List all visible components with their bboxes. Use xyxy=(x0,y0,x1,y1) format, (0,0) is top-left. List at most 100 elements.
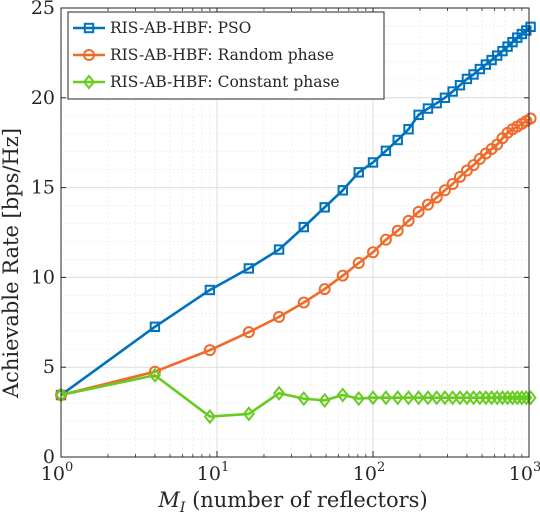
data-point xyxy=(367,157,379,168)
x-tick-label: 103 xyxy=(509,460,540,485)
data-point xyxy=(336,269,349,282)
x-tick-label-exponent: 3 xyxy=(533,460,540,475)
data-point xyxy=(430,191,443,204)
data-point xyxy=(412,205,425,218)
data-point xyxy=(431,97,442,109)
x-tick-label-base: 10 xyxy=(509,463,533,485)
legend-label: RIS-AB-HBF: Random phase xyxy=(110,46,334,64)
data-point xyxy=(524,390,537,406)
data-point xyxy=(367,246,379,259)
y-tick-label: 10 xyxy=(31,266,55,288)
data-point xyxy=(446,178,459,191)
data-point xyxy=(319,202,330,213)
x-tick-label-exponent: 2 xyxy=(377,460,385,475)
legend-entry: RIS-AB-HBF: PSO xyxy=(73,19,251,37)
data-point xyxy=(149,321,161,332)
data-point xyxy=(391,224,404,237)
y-tick-label: 15 xyxy=(31,177,55,199)
data-point xyxy=(438,184,451,197)
data-point xyxy=(515,390,528,406)
data-point xyxy=(421,198,434,211)
series-square xyxy=(55,21,536,401)
data-point xyxy=(352,257,365,270)
data-point xyxy=(506,390,519,406)
data-point xyxy=(520,390,533,406)
data-point xyxy=(379,233,392,246)
series-circle xyxy=(55,112,537,402)
legend-label: RIS-AB-HBF: PSO xyxy=(110,19,251,37)
data-point xyxy=(524,112,537,125)
data-point xyxy=(438,390,451,406)
data-point xyxy=(366,390,380,406)
x-axis-title: MI (number of reflectors) xyxy=(157,488,427,516)
data-point xyxy=(447,86,458,97)
data-point xyxy=(453,170,466,183)
data-point xyxy=(273,244,285,255)
data-point xyxy=(468,69,479,80)
x-tick-label-exponent: 0 xyxy=(65,460,73,475)
data-point xyxy=(203,344,216,357)
x-tick-label-base: 10 xyxy=(41,463,65,485)
data-point xyxy=(297,391,310,407)
data-point xyxy=(412,390,425,406)
data-point xyxy=(392,134,403,146)
data-point xyxy=(242,326,255,339)
x-tick-label-base: 10 xyxy=(197,463,221,485)
data-point xyxy=(243,263,255,274)
data-point xyxy=(525,21,536,33)
data-point xyxy=(379,390,392,406)
x-tick-label: 100 xyxy=(41,460,73,485)
data-point xyxy=(298,221,309,233)
x-tick-label: 102 xyxy=(353,460,385,485)
series-diamond xyxy=(54,367,537,425)
data-point xyxy=(204,284,216,296)
data-point xyxy=(402,390,415,406)
y-tick-label: 25 xyxy=(31,0,55,19)
y-tick-label: 0 xyxy=(43,446,55,468)
data-point xyxy=(421,390,435,406)
data-point xyxy=(380,145,392,156)
legend-box xyxy=(67,11,385,100)
data-point xyxy=(272,385,286,401)
legend-marker xyxy=(83,22,95,34)
data-point xyxy=(352,391,365,407)
data-point xyxy=(496,390,509,406)
series-layer xyxy=(54,21,537,425)
data-point xyxy=(297,296,310,309)
data-point xyxy=(318,283,331,296)
axes-frame xyxy=(60,7,530,458)
legend-marker xyxy=(83,49,95,61)
data-point xyxy=(467,159,480,172)
data-point xyxy=(336,387,349,403)
data-point xyxy=(402,214,415,227)
x-tick-label-exponent: 1 xyxy=(221,460,229,475)
x-tick-label: 101 xyxy=(197,460,229,485)
data-point xyxy=(413,109,424,121)
legend: RIS-AB-HBF: PSO RIS-AB-HBF: Random phase R… xyxy=(67,11,385,100)
x-axis-symbol: M xyxy=(157,488,180,512)
data-point xyxy=(403,124,414,135)
data-point xyxy=(511,390,524,406)
data-point xyxy=(148,367,162,383)
data-point xyxy=(422,103,434,114)
data-point xyxy=(273,310,286,323)
x-tick-label-base: 10 xyxy=(353,463,377,485)
y-tick-label: 5 xyxy=(43,356,55,378)
legend-entry: RIS-AB-HBF: Random phase xyxy=(73,46,334,64)
legend-label: RIS-AB-HBF: Constant phase xyxy=(110,73,340,91)
data-point xyxy=(430,390,443,406)
data-point xyxy=(242,406,255,422)
data-point xyxy=(501,390,514,406)
data-point xyxy=(203,408,216,425)
y-axis-title: Achievable Rate [bps/Hz] xyxy=(0,128,23,399)
data-point xyxy=(353,167,364,178)
legend-entry: RIS-AB-HBF: Constant phase xyxy=(73,73,340,91)
legend-marker xyxy=(82,74,96,90)
y-tick-label: 20 xyxy=(31,87,55,109)
data-point xyxy=(391,390,404,406)
data-point xyxy=(337,185,348,196)
data-point xyxy=(439,92,451,103)
data-point xyxy=(318,392,331,409)
